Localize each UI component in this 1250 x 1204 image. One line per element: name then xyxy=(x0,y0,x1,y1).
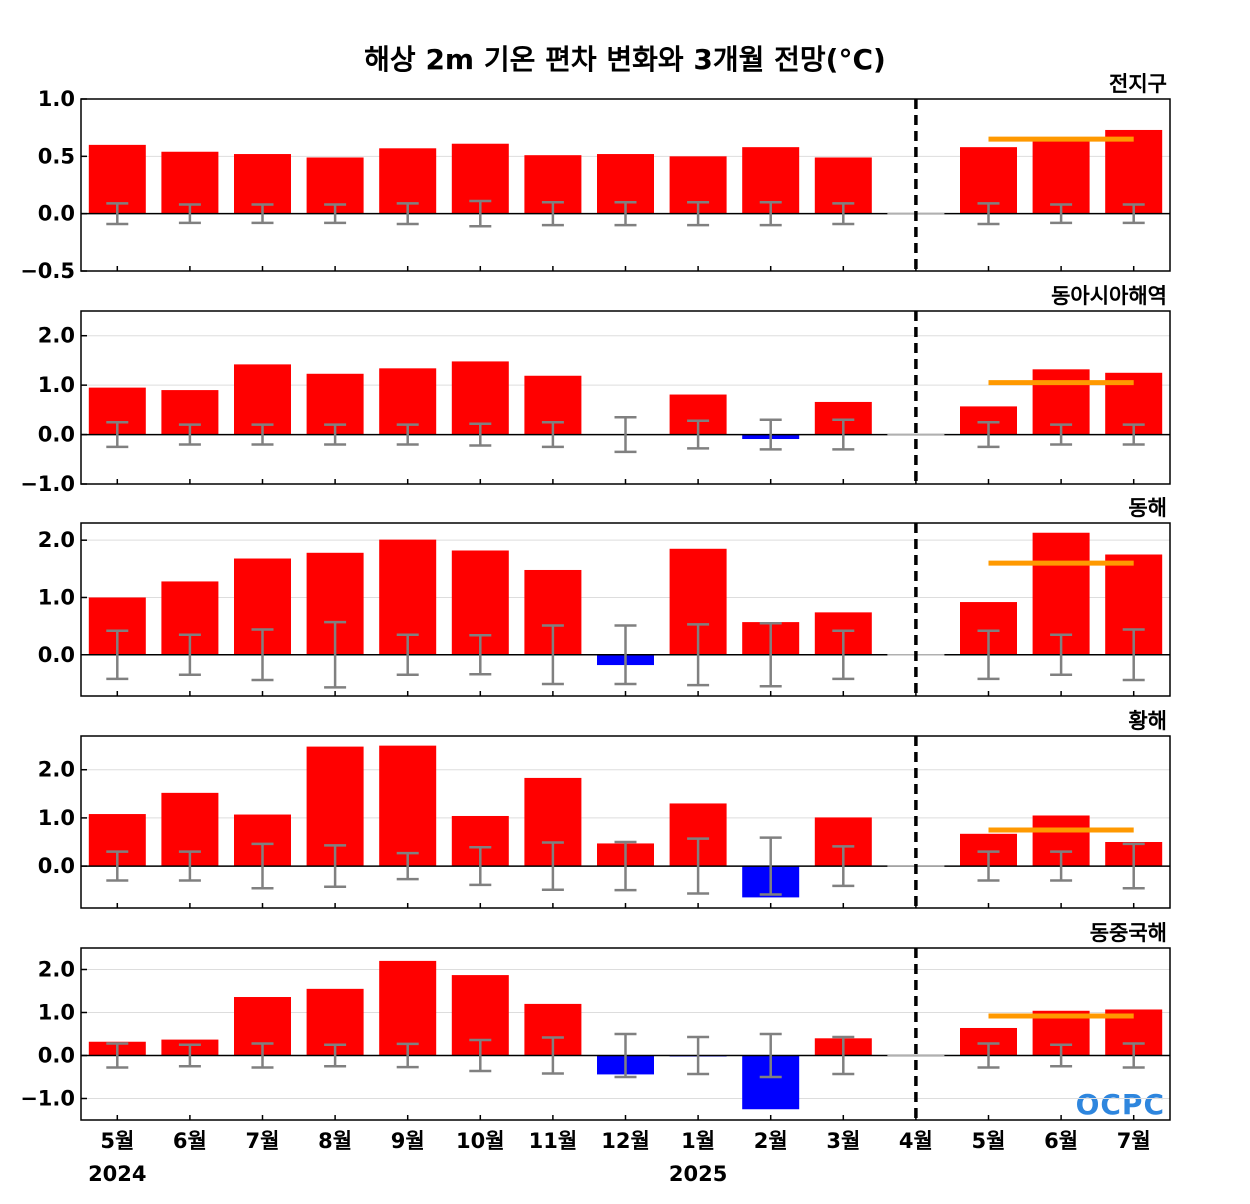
y-tick-label: 2.0 xyxy=(38,324,75,348)
y-tick-label: −1.0 xyxy=(20,472,75,496)
y-tick-label: 0.5 xyxy=(38,144,75,168)
y-tick-label: 0.0 xyxy=(38,854,75,878)
bar xyxy=(234,364,291,435)
x-tick-label: 2월 xyxy=(754,1129,788,1153)
x-tick-label: 5월 xyxy=(972,1129,1006,1153)
y-tick-label: 2.0 xyxy=(38,758,75,782)
y-tick-label: 1.0 xyxy=(38,806,75,830)
bar xyxy=(379,960,437,1056)
x-tick-label: 1월 xyxy=(681,1129,715,1153)
x-tick-label: 12월 xyxy=(601,1129,650,1153)
y-tick-label: 0.0 xyxy=(38,1044,75,1068)
x-tick-label: 6월 xyxy=(1044,1129,1078,1153)
y-tick-label: −1.0 xyxy=(20,1087,75,1111)
x-tick-label: 7월 xyxy=(1117,1129,1151,1153)
x-tick-label: 4월 xyxy=(899,1129,933,1153)
y-tick-label: 0.0 xyxy=(38,202,75,226)
bar xyxy=(1105,129,1163,214)
panel-title: 동중국해 xyxy=(1090,921,1167,945)
bar xyxy=(1032,139,1090,214)
bar xyxy=(451,361,509,435)
panel-1: −0.5 0.0 0.5 1.0 전지구 xyxy=(20,72,1171,283)
x-tick-label: 6월 xyxy=(173,1129,207,1153)
year-label: 2025 xyxy=(669,1162,727,1186)
panel-title: 동해 xyxy=(1128,496,1167,520)
x-tick-label: 3월 xyxy=(826,1129,860,1153)
y-tick-label: 2.0 xyxy=(38,528,75,552)
ocpc-logo: OCPC xyxy=(1076,1088,1165,1121)
x-tick-label: 11월 xyxy=(529,1129,578,1153)
x-tick-label: 5월 xyxy=(100,1129,134,1153)
panel-4: 0.0 1.0 2.0 황해 xyxy=(38,709,1171,909)
x-tick-label: 7월 xyxy=(246,1129,280,1153)
panel-3: 0.0 1.0 2.0 동해 xyxy=(38,496,1171,697)
panel-title: 황해 xyxy=(1128,709,1167,733)
year-label: 2024 xyxy=(88,1162,146,1186)
main-title: 해상 2m 기온 편차 변화와 3개월 전망(°C) xyxy=(364,43,886,76)
bar xyxy=(379,745,437,867)
panel-title: 동아시아해역 xyxy=(1051,284,1167,308)
y-tick-label: 2.0 xyxy=(38,958,75,982)
y-tick-label: 0.0 xyxy=(38,643,75,667)
y-tick-label: 0.0 xyxy=(38,423,75,447)
x-tick-label: 10월 xyxy=(456,1129,505,1153)
x-tick-label: 8월 xyxy=(318,1129,352,1153)
y-tick-label: 1.0 xyxy=(38,585,75,609)
y-tick-label: 1.0 xyxy=(38,87,75,111)
panel-2: −1.0 0.0 1.0 2.0 동아시아해역 xyxy=(20,284,1171,496)
y-tick-label: 1.0 xyxy=(38,373,75,397)
y-tick-label: 1.0 xyxy=(38,1001,75,1025)
panel-5: −1.0 0.0 1.0 2.0 동중국해 xyxy=(20,921,1171,1121)
panel-title: 전지구 xyxy=(1109,72,1167,96)
x-tick-label: 9월 xyxy=(391,1129,425,1153)
y-tick-label: −0.5 xyxy=(20,259,75,283)
